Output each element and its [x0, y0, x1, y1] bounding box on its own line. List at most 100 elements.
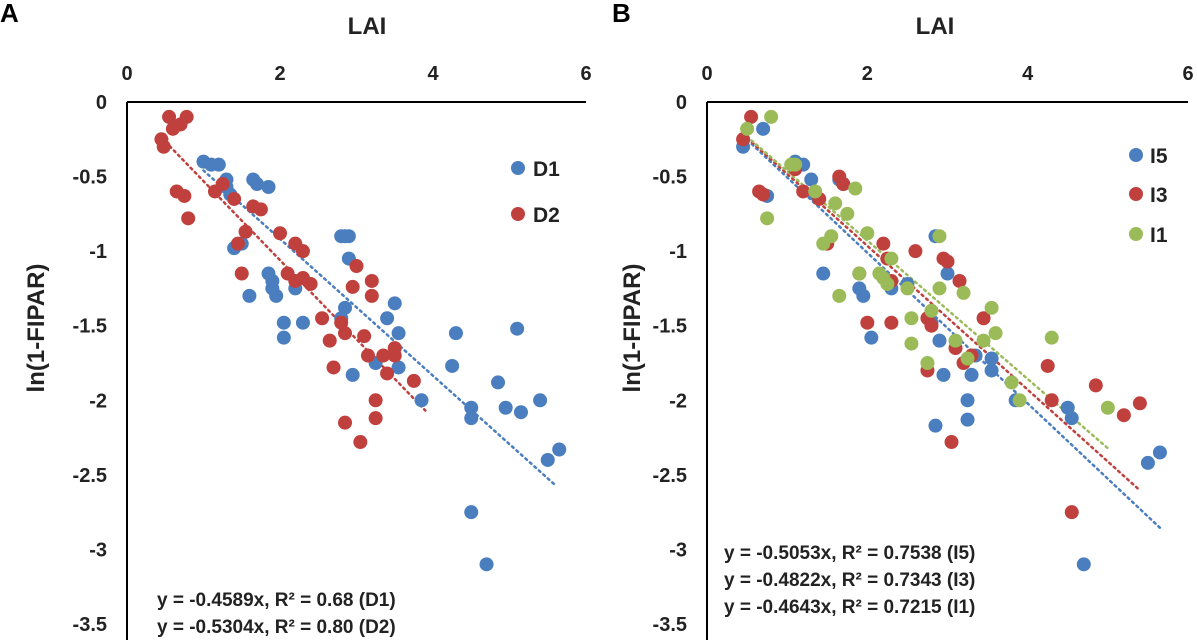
- data-point-d2: [295, 244, 310, 259]
- panel-b-legend: I5 I3 I1: [1129, 145, 1168, 247]
- data-point-d1: [295, 315, 310, 330]
- data-point-i5: [928, 418, 943, 433]
- panel-a-y-tick-label: -3.5: [73, 614, 107, 636]
- panel-a-letter: A: [0, 0, 19, 28]
- data-point-i5: [984, 351, 999, 366]
- data-point-i5: [936, 367, 951, 382]
- data-point-d2: [338, 415, 353, 430]
- data-point-d1: [387, 296, 402, 311]
- data-point-d1: [510, 321, 525, 336]
- data-point-i3: [884, 315, 899, 330]
- equation-i1: y = -0.4643x, R² = 0.7215 (I1): [724, 597, 975, 618]
- panel-a-x-tick-label: 0: [121, 63, 132, 85]
- panel-b-y-tick-label: -2.5: [653, 465, 687, 487]
- data-point-i5: [1140, 455, 1155, 470]
- panel-b-x-tick-label: 4: [1022, 63, 1034, 85]
- panel-a-y-tick-label: -1.5: [73, 316, 107, 338]
- data-point-d1: [345, 367, 360, 382]
- data-point-d2: [179, 109, 194, 124]
- data-point-d1: [479, 557, 494, 572]
- data-point-d2: [238, 224, 253, 239]
- data-point-i3: [1132, 396, 1147, 411]
- data-point-d2: [387, 348, 402, 363]
- data-point-i1: [884, 251, 899, 266]
- legend-label-i5: I5: [1150, 145, 1168, 168]
- data-point-i1: [808, 184, 823, 199]
- panel-a-y-tick-label: -2: [89, 390, 107, 412]
- data-point-i5: [756, 121, 771, 136]
- data-point-i3: [836, 177, 851, 192]
- data-point-i1: [828, 196, 843, 211]
- data-point-d2: [376, 348, 391, 363]
- panel-a-x-tick-label: 6: [580, 63, 591, 85]
- data-point-d1: [445, 358, 460, 373]
- data-point-i1: [1100, 400, 1115, 415]
- data-point-d2: [156, 139, 171, 154]
- data-point-d2: [162, 109, 177, 124]
- data-point-i3: [1044, 393, 1059, 408]
- legend-marker-i1: [1129, 227, 1143, 241]
- panel-b-y-tick-label: -3.5: [653, 614, 687, 636]
- data-point-i3: [944, 435, 959, 450]
- legend-marker-i5: [1129, 148, 1143, 162]
- data-point-i3: [860, 315, 875, 330]
- data-point-d1: [464, 505, 479, 520]
- equation-d1: y = -0.4589x, R² = 0.68 (D1): [157, 590, 396, 611]
- data-point-d1: [276, 330, 291, 345]
- panel-a-y-tick-label: 0: [96, 92, 107, 114]
- data-point-i3: [1116, 408, 1131, 423]
- data-point-i1: [988, 326, 1003, 341]
- data-point-d2: [357, 329, 372, 344]
- panel-b-x-tick-label: 0: [701, 63, 712, 85]
- data-point-i1: [824, 229, 839, 244]
- data-point-i5: [932, 333, 947, 348]
- data-point-i1: [904, 311, 919, 326]
- data-point-i3: [796, 184, 811, 199]
- data-point-d2: [345, 279, 360, 294]
- data-point-d2: [360, 348, 375, 363]
- data-point-i1: [740, 121, 755, 136]
- data-point-i1: [932, 281, 947, 296]
- data-point-d1: [391, 360, 406, 375]
- data-point-i1: [832, 288, 847, 303]
- panel-b-y-tick-label: -0.5: [653, 167, 687, 189]
- data-point-d2: [230, 236, 245, 251]
- data-point-d1: [552, 442, 567, 457]
- data-point-d2: [353, 435, 368, 450]
- legend-marker-i3: [1129, 187, 1143, 201]
- data-point-d1: [533, 393, 548, 408]
- panel-a: A LAI ln(1-FIPAR) 0 2 4 6 0 -0.5 -1 -1.5 -2 -2.5…: [0, 0, 592, 640]
- data-point-d1: [250, 177, 265, 192]
- data-point-d2: [273, 226, 287, 241]
- data-point-i5: [864, 330, 879, 345]
- data-point-i3: [924, 318, 939, 333]
- panel-a-y-tick-label: -0.5: [73, 167, 107, 189]
- data-point-d1: [276, 315, 291, 330]
- data-point-d1: [341, 229, 356, 244]
- panel-b-y-tick-label: -2: [669, 390, 687, 412]
- equation-i5: y = -0.5053x, R² = 0.7538 (I5): [724, 543, 975, 564]
- data-point-i3: [1040, 358, 1055, 373]
- data-point-i5: [964, 367, 979, 382]
- data-point-i1: [932, 229, 947, 244]
- data-point-d2: [234, 266, 249, 281]
- data-point-d1: [338, 300, 353, 315]
- data-point-i5: [960, 412, 975, 427]
- data-point-i5: [940, 266, 955, 281]
- legend-marker-d2: [511, 207, 525, 221]
- data-point-i3: [908, 244, 923, 259]
- panel-b: B LAI ln(1-FIPAR) 0 2 4 6 0 -0.5 -1 -1.5 -2 -2.5…: [612, 0, 1194, 640]
- data-point-d2: [177, 188, 192, 203]
- data-point-d1: [261, 180, 276, 195]
- data-point-d2: [288, 273, 303, 288]
- data-point-i1: [848, 181, 863, 196]
- data-point-i1: [860, 226, 875, 241]
- panel-b-y-tick-label: 0: [676, 92, 687, 114]
- data-point-d2: [315, 311, 330, 326]
- trendline-i5: [741, 134, 1162, 530]
- panel-b-y-tick-label: -1.5: [653, 316, 687, 338]
- data-point-i1: [948, 333, 963, 348]
- data-point-i1: [900, 281, 915, 296]
- data-point-i1: [956, 285, 971, 300]
